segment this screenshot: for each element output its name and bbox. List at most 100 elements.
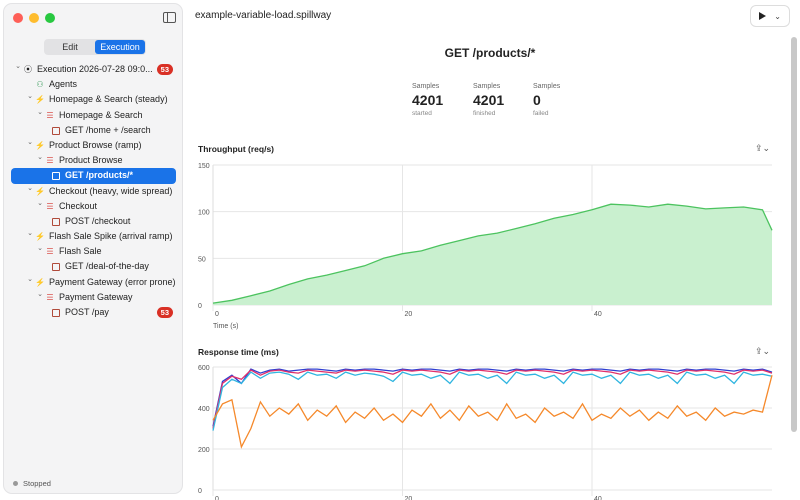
tree-item[interactable]: ⌄ ⚡ Flash Sale Spike (arrival ramp) — [4, 229, 182, 244]
error-count-badge: 53 — [156, 64, 173, 75]
list-icon: ☰ — [46, 156, 54, 166]
chevron-down-icon[interactable]: ⌄ — [27, 230, 33, 238]
request-icon — [51, 305, 61, 322]
y-tick-label: 150 — [198, 163, 210, 170]
bolt-icon: ⚡ — [35, 95, 45, 105]
tree-item-label: Flash Sale Spike (arrival ramp) — [49, 231, 173, 242]
minimize-window-button[interactable] — [29, 13, 39, 23]
chevron-down-icon[interactable]: ⌄ — [27, 275, 33, 283]
list-icon: ☰ — [46, 292, 54, 302]
status-dot-icon — [13, 481, 18, 486]
x-tick-label: 20 — [404, 311, 412, 318]
tree-item-label: POST /pay — [65, 307, 109, 317]
execution-tree: ⌄ ⦿ Execution 2026-07-28 09:0... 53 ⚇ Agents ⌄… — [4, 62, 182, 320]
tree-item[interactable]: ⌄ ☰ Homepage & Search — [4, 108, 182, 123]
chevron-down-icon[interactable]: ⌄ — [15, 63, 21, 70]
request-icon — [51, 259, 61, 276]
chevron-down-icon[interactable]: ⌄ — [37, 290, 43, 298]
x-axis-label: Time (s) — [213, 323, 238, 330]
stat-value: 4201 — [473, 92, 505, 108]
stat-finished: Samples 4201 finished — [473, 83, 504, 117]
window-controls — [13, 13, 55, 23]
chevron-down-icon[interactable]: ⌄ — [37, 154, 43, 162]
tree-item[interactable]: ⌄ ⚡ Checkout (heavy, wide spread) — [4, 184, 182, 199]
tree-item-label: GET /home + /search — [65, 124, 151, 135]
x-tick-label: 40 — [594, 496, 602, 500]
tree-item[interactable]: ⌄ ⚡ Product Browse (ramp) — [4, 138, 182, 153]
stat-sub: finished — [473, 110, 496, 117]
series-line — [212, 203, 773, 304]
tree-item-label: Agents — [49, 79, 78, 90]
share-icon[interactable]: ⇪⌄ — [755, 346, 771, 356]
tree-item[interactable]: ⌄ ⦿ Execution 2026-07-28 09:0... 53 — [4, 62, 182, 77]
tree-item-label: Execution 2026-07-28 09:0... — [37, 64, 153, 74]
tree-item[interactable]: ⚇ Agents — [4, 77, 182, 92]
tree-item[interactable]: ⌄ ⚡ Homepage & Search (steady) — [4, 92, 182, 107]
tree-item-label: Homepage & Search — [59, 109, 143, 120]
chevron-down-icon[interactable]: ⌄ — [27, 93, 33, 101]
x-tick-label: 0 — [215, 311, 219, 318]
tree-item-label: Homepage & Search (steady) — [49, 94, 168, 105]
tree-item-label: Payment Gateway — [59, 291, 133, 302]
tree-item-label: Flash Sale — [59, 246, 102, 257]
tree-item-label: Payment Gateway (error prone) — [49, 276, 176, 287]
tree-item[interactable]: GET /home + /search — [4, 123, 182, 138]
y-tick-label: 50 — [198, 256, 206, 263]
sidebar-toggle-icon[interactable] — [163, 12, 176, 23]
status-label: Stopped — [23, 479, 51, 488]
agents-icon: ⚇ — [36, 80, 44, 90]
tree-item-label: Product Browse (ramp) — [49, 139, 142, 150]
series-line-3 — [212, 375, 773, 449]
tree-item[interactable]: POST /pay 53 — [4, 305, 182, 320]
list-icon: ☰ — [46, 247, 54, 257]
list-icon: ☰ — [46, 201, 54, 211]
tree-item[interactable]: GET /products/* — [11, 168, 176, 185]
y-tick-label: 600 — [198, 365, 210, 372]
tree-item-label: GET /deal-of-the-day — [65, 261, 149, 272]
series-line-0 — [212, 368, 773, 427]
chevron-down-icon[interactable]: ⌄ — [27, 184, 33, 192]
tree-item-label: POST /checkout — [65, 215, 131, 226]
series-line-2 — [212, 371, 773, 431]
document-title: example-variable-load.spillway — [195, 10, 332, 21]
stat-key: Samples — [533, 83, 561, 90]
stat-key: Samples — [412, 83, 440, 90]
y-tick-label: 400 — [198, 406, 210, 413]
area-fill — [213, 204, 772, 305]
tab-execution[interactable]: Execution — [95, 40, 145, 54]
stat-value: 0 — [533, 92, 541, 108]
bolt-icon: ⚡ — [35, 232, 45, 242]
tree-item-label: GET /products/* — [65, 170, 134, 181]
tree-item[interactable]: ⌄ ⚡ Payment Gateway (error prone) — [4, 275, 182, 290]
chevron-down-icon[interactable]: ⌄ — [37, 245, 43, 253]
response-chart-title: Response time (ms) — [198, 347, 279, 357]
tree-item[interactable]: ⌄ ☰ Flash Sale — [4, 244, 182, 259]
list-icon: ☰ — [46, 110, 54, 120]
request-icon — [51, 214, 61, 231]
request-icon — [51, 168, 61, 185]
request-icon — [51, 123, 61, 140]
tree-item[interactable]: ⌄ ☰ Checkout — [4, 199, 182, 214]
execution-icon: ⦿ — [24, 65, 32, 74]
chevron-down-icon[interactable]: ⌄ — [37, 199, 43, 207]
tab-edit[interactable]: Edit — [62, 42, 78, 52]
play-icon — [759, 12, 767, 20]
tree-item[interactable]: ⌄ ☰ Payment Gateway — [4, 290, 182, 305]
tree-item[interactable]: ⌄ ☰ Product Browse — [4, 153, 182, 168]
chevron-down-icon[interactable]: ⌄ — [27, 138, 33, 146]
chevron-down-icon[interactable]: ⌄ — [774, 11, 781, 21]
y-tick-label: 100 — [198, 210, 210, 217]
page-title: GET /products/* — [444, 46, 536, 60]
zoom-window-button[interactable] — [45, 13, 55, 23]
stat-failed: Samples 0 failed — [533, 83, 560, 117]
y-tick-label: 0 — [198, 488, 202, 495]
chevron-down-icon[interactable]: ⌄ — [37, 108, 43, 116]
scrollbar[interactable] — [791, 37, 797, 432]
share-icon[interactable]: ⇪⌄ — [755, 143, 771, 153]
tree-item[interactable]: GET /deal-of-the-day — [4, 259, 182, 274]
tree-item-label: Checkout — [59, 200, 98, 211]
close-window-button[interactable] — [13, 13, 23, 23]
run-button[interactable]: ⌄ — [750, 5, 790, 27]
tree-item[interactable]: POST /checkout — [4, 214, 182, 229]
